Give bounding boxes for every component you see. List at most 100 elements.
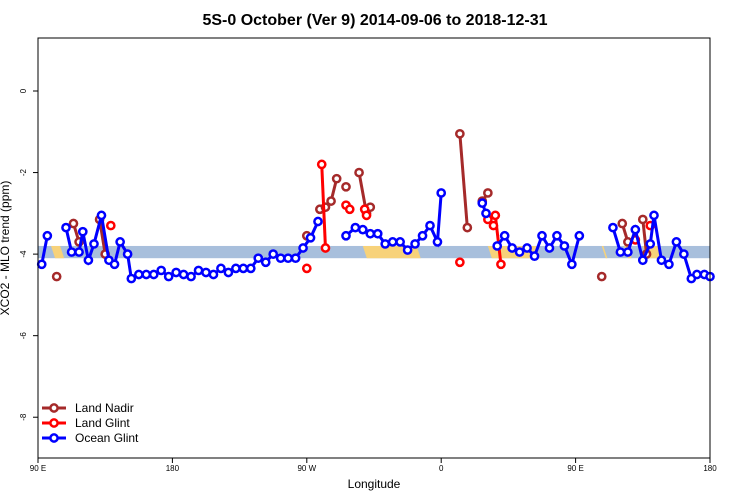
data-point xyxy=(268,249,279,259)
series-line xyxy=(458,133,469,228)
data-point xyxy=(331,173,342,184)
data-point xyxy=(574,230,585,241)
data-point xyxy=(344,204,355,215)
data-point xyxy=(544,243,555,253)
y-tick-label: -6 xyxy=(19,332,28,340)
legend-label: Ocean Glint xyxy=(75,431,139,445)
data-point xyxy=(163,271,174,282)
legend-label: Land Glint xyxy=(75,416,130,430)
data-point xyxy=(193,265,204,276)
data-point xyxy=(637,214,648,225)
data-point xyxy=(488,220,499,231)
data-point xyxy=(671,237,682,247)
series-land-glint xyxy=(105,159,656,274)
data-point xyxy=(109,259,120,270)
data-point xyxy=(395,237,405,247)
data-point xyxy=(148,269,159,280)
data-point xyxy=(115,237,125,247)
y-tick-label: -2 xyxy=(19,168,28,176)
legend-marker xyxy=(49,433,59,443)
data-point xyxy=(481,208,491,219)
legend-item: Land Nadir xyxy=(42,401,134,415)
series-layer xyxy=(36,128,715,284)
data-point xyxy=(499,230,510,241)
data-point xyxy=(490,210,501,221)
x-tick-label: 180 xyxy=(166,464,180,473)
data-point xyxy=(596,271,607,282)
data-point xyxy=(637,255,648,266)
band-highlight xyxy=(51,245,65,259)
data-point xyxy=(316,159,327,170)
data-point xyxy=(290,253,301,264)
legend-item: Land Glint xyxy=(42,416,130,430)
data-point xyxy=(522,243,532,253)
data-point xyxy=(462,222,473,233)
reference-band xyxy=(38,245,710,259)
data-point xyxy=(664,259,674,270)
data-point xyxy=(126,273,137,284)
data-point xyxy=(529,251,540,262)
data-point xyxy=(133,269,144,280)
series-line xyxy=(320,164,327,249)
data-point xyxy=(96,210,107,221)
data-point xyxy=(122,249,133,259)
series-line xyxy=(641,219,649,255)
data-point xyxy=(350,222,361,233)
y-axis-label: XCO2 - MLO trend (ppm) xyxy=(0,181,12,316)
data-point xyxy=(354,167,364,178)
data-point xyxy=(496,259,506,270)
data-point xyxy=(341,230,351,241)
data-point xyxy=(208,269,219,280)
data-point xyxy=(432,237,443,247)
series-line xyxy=(98,219,107,255)
legend-marker xyxy=(49,418,59,428)
data-point xyxy=(341,181,351,192)
series-ocean-glint xyxy=(36,188,715,284)
data-point xyxy=(326,196,336,206)
x-tick-label: 90 E xyxy=(30,464,46,473)
data-point xyxy=(455,128,465,139)
data-point xyxy=(436,188,447,198)
x-axis: 90 E 180 90 W 0 90 E 180 xyxy=(30,458,717,473)
data-point xyxy=(231,263,241,274)
data-point xyxy=(380,239,391,249)
data-point xyxy=(552,230,562,241)
data-point xyxy=(417,230,428,241)
y-tick-label: -4 xyxy=(19,250,28,258)
data-point xyxy=(483,188,493,198)
data-point xyxy=(301,263,312,274)
legend-item: Ocean Glint xyxy=(42,431,139,445)
data-point xyxy=(455,257,465,268)
data-point xyxy=(645,239,656,249)
legend-marker xyxy=(49,403,59,413)
data-point xyxy=(223,267,234,278)
data-point xyxy=(361,210,372,221)
band-highlight xyxy=(601,245,608,259)
data-point xyxy=(66,247,77,257)
data-point xyxy=(305,232,316,243)
data-point xyxy=(630,224,641,235)
data-point xyxy=(61,222,71,233)
data-point xyxy=(692,269,702,280)
data-point xyxy=(649,210,659,221)
data-point xyxy=(372,228,383,239)
x-tick-label: 90 W xyxy=(297,464,316,473)
y-tick-label: -8 xyxy=(19,413,28,421)
data-point xyxy=(83,255,94,266)
data-point xyxy=(74,247,84,257)
data-point xyxy=(260,257,271,268)
data-point xyxy=(656,255,667,266)
data-point xyxy=(283,253,293,264)
data-point xyxy=(201,267,211,278)
data-point xyxy=(171,267,181,278)
data-point xyxy=(141,269,152,280)
data-point xyxy=(559,241,570,251)
data-point xyxy=(402,245,413,255)
data-point xyxy=(387,237,398,247)
data-point xyxy=(492,241,503,251)
legend-label: Land Nadir xyxy=(75,401,134,415)
data-point xyxy=(89,239,99,249)
data-point xyxy=(514,247,525,257)
data-point xyxy=(42,230,53,241)
